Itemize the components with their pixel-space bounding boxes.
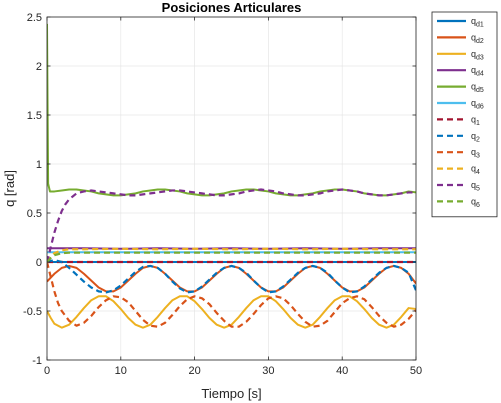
tick-labels: 0 10 20 30 40 50 -1 -0.5 0 0.5 1 1.5 2 2.5 (23, 12, 422, 377)
legend-entry: q6 (471, 196, 480, 209)
y-tick-label: 0.5 (27, 208, 42, 220)
legend-entry: qd2 (471, 32, 484, 45)
series-line-q2 (47, 258, 416, 294)
x-tick-label: 20 (188, 365, 200, 377)
legend-entry: q3 (471, 147, 480, 160)
series-layer (47, 23, 416, 329)
legend-entry: q1 (471, 114, 480, 127)
y-tick-label: -1 (32, 355, 42, 367)
plot-frame (46, 16, 417, 361)
y-axis-label: q [rad] (2, 170, 17, 207)
x-tick-label: 10 (115, 365, 127, 377)
plot-area (47, 17, 416, 360)
x-tick-label: 40 (336, 365, 348, 377)
x-tick-label: 30 (262, 365, 274, 377)
legend-entry: q4 (471, 164, 480, 177)
tick-marks (46, 16, 417, 361)
x-tick-label: 0 (44, 365, 50, 377)
y-tick-label: 0 (36, 257, 42, 269)
series-line-q4 (47, 247, 416, 263)
series-line-qd3 (47, 295, 416, 329)
chart-title: Posiciones Articulares (162, 0, 302, 15)
series-line-q6 (47, 251, 416, 263)
y-tick-label: 2.5 (27, 12, 42, 24)
legend-entry: qd6 (471, 98, 484, 111)
x-tick-label: 50 (410, 365, 422, 377)
y-tick-label: 1 (36, 159, 42, 171)
legend-entry: qd3 (471, 49, 484, 62)
series-line-q5 (47, 188, 416, 263)
legend: qd1 qd2 qd3 qd4 qd5 qd6 q1 q2 q3 q4 q5 q6 (431, 11, 498, 218)
legend-entry: q2 (471, 131, 480, 144)
legend-box (431, 11, 498, 218)
y-tick-label: 1.5 (27, 110, 42, 122)
x-axis-label: Tiempo [s] (201, 386, 261, 401)
legend-entry: qd4 (471, 65, 484, 78)
legend-entry: q5 (471, 180, 480, 193)
legend-entry: qd1 (471, 16, 484, 29)
y-tick-label: -0.5 (23, 306, 42, 318)
legend-entry: qd5 (471, 82, 484, 95)
y-tick-label: 2 (36, 61, 42, 73)
series-line-q3 (47, 261, 416, 328)
